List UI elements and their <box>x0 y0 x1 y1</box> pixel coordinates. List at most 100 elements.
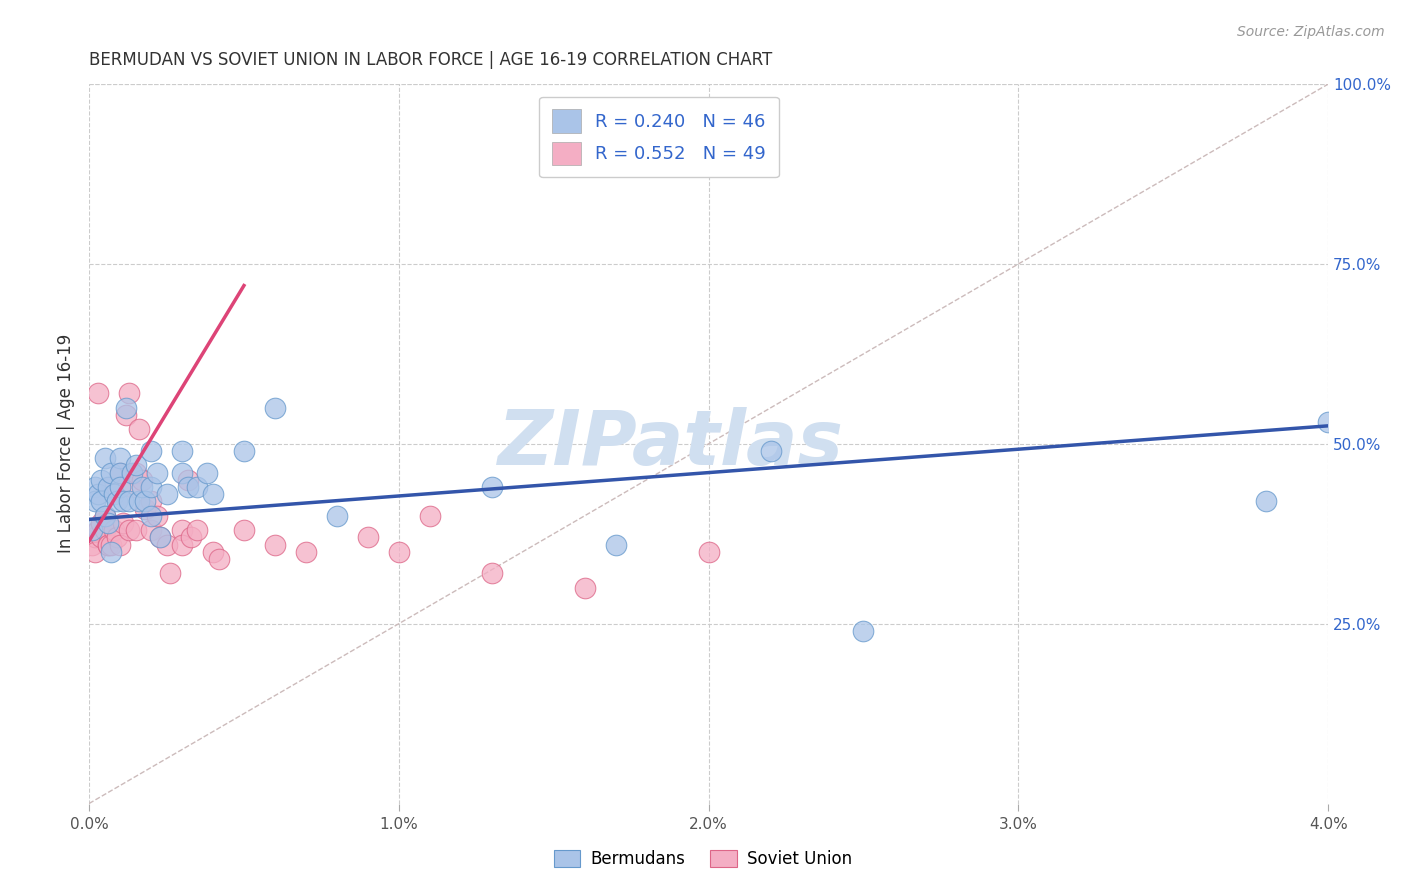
Point <box>124 458 146 473</box>
Point <box>108 451 131 466</box>
Point <box>100 537 122 551</box>
Point <box>233 523 256 537</box>
Point <box>186 523 208 537</box>
Point <box>139 444 162 458</box>
Point <box>93 508 115 523</box>
Point <box>574 581 596 595</box>
Point <box>201 487 224 501</box>
Point <box>97 516 120 530</box>
Point <box>155 537 177 551</box>
Point <box>697 545 720 559</box>
Point <box>128 494 150 508</box>
Point <box>115 408 138 422</box>
Point <box>186 480 208 494</box>
Point <box>84 545 107 559</box>
Text: Source: ZipAtlas.com: Source: ZipAtlas.com <box>1237 25 1385 39</box>
Point <box>170 466 193 480</box>
Point <box>115 401 138 415</box>
Point <box>87 386 110 401</box>
Point <box>1256 494 1278 508</box>
Point <box>100 480 122 494</box>
Point <box>118 523 141 537</box>
Point <box>90 494 112 508</box>
Point <box>170 444 193 458</box>
Point <box>103 523 125 537</box>
Point <box>97 537 120 551</box>
Point <box>388 545 411 559</box>
Point <box>112 516 135 530</box>
Point <box>108 466 131 480</box>
Point <box>90 473 112 487</box>
Point <box>124 466 146 480</box>
Point <box>264 401 287 415</box>
Point <box>264 537 287 551</box>
Point <box>1317 415 1340 429</box>
Point <box>100 545 122 559</box>
Point <box>100 466 122 480</box>
Point <box>177 473 200 487</box>
Point <box>128 422 150 436</box>
Point <box>326 508 349 523</box>
Point <box>208 552 231 566</box>
Point <box>139 523 162 537</box>
Legend: R = 0.240   N = 46, R = 0.552   N = 49: R = 0.240 N = 46, R = 0.552 N = 49 <box>540 96 779 178</box>
Point <box>90 516 112 530</box>
Point <box>118 386 141 401</box>
Point <box>155 487 177 501</box>
Point <box>82 523 104 537</box>
Point <box>233 444 256 458</box>
Point <box>97 480 120 494</box>
Point <box>82 537 104 551</box>
Point <box>149 530 172 544</box>
Point <box>146 466 169 480</box>
Point <box>146 508 169 523</box>
Point <box>97 537 120 551</box>
Point <box>103 487 125 501</box>
Point <box>105 494 128 508</box>
Point <box>93 523 115 537</box>
Point <box>481 480 503 494</box>
Point <box>121 466 143 480</box>
Point <box>118 494 141 508</box>
Point <box>108 466 131 480</box>
Point <box>139 508 162 523</box>
Text: ZIPatlas: ZIPatlas <box>499 407 845 481</box>
Point <box>195 466 218 480</box>
Point <box>159 566 181 581</box>
Point <box>177 480 200 494</box>
Point <box>134 501 156 516</box>
Point <box>170 523 193 537</box>
Point <box>201 545 224 559</box>
Point <box>84 480 107 494</box>
Point <box>139 494 162 508</box>
Point <box>87 487 110 501</box>
Y-axis label: In Labor Force | Age 16-19: In Labor Force | Age 16-19 <box>58 334 75 553</box>
Point <box>90 530 112 544</box>
Point <box>419 508 441 523</box>
Point <box>108 537 131 551</box>
Point <box>124 523 146 537</box>
Point <box>105 530 128 544</box>
Point <box>481 566 503 581</box>
Point <box>149 530 172 544</box>
Point <box>121 480 143 494</box>
Point <box>134 494 156 508</box>
Point <box>180 530 202 544</box>
Point <box>605 537 627 551</box>
Point <box>295 545 318 559</box>
Point <box>87 523 110 537</box>
Point <box>170 537 193 551</box>
Text: BERMUDAN VS SOVIET UNION IN LABOR FORCE | AGE 16-19 CORRELATION CHART: BERMUDAN VS SOVIET UNION IN LABOR FORCE … <box>89 51 772 69</box>
Legend: Bermudans, Soviet Union: Bermudans, Soviet Union <box>547 843 859 875</box>
Point <box>93 508 115 523</box>
Point <box>131 473 153 487</box>
Point <box>357 530 380 544</box>
Point <box>93 451 115 466</box>
Point <box>131 480 153 494</box>
Point <box>759 444 782 458</box>
Point <box>108 480 131 494</box>
Point <box>852 624 875 638</box>
Point <box>139 480 162 494</box>
Point <box>112 494 135 508</box>
Point <box>84 530 107 544</box>
